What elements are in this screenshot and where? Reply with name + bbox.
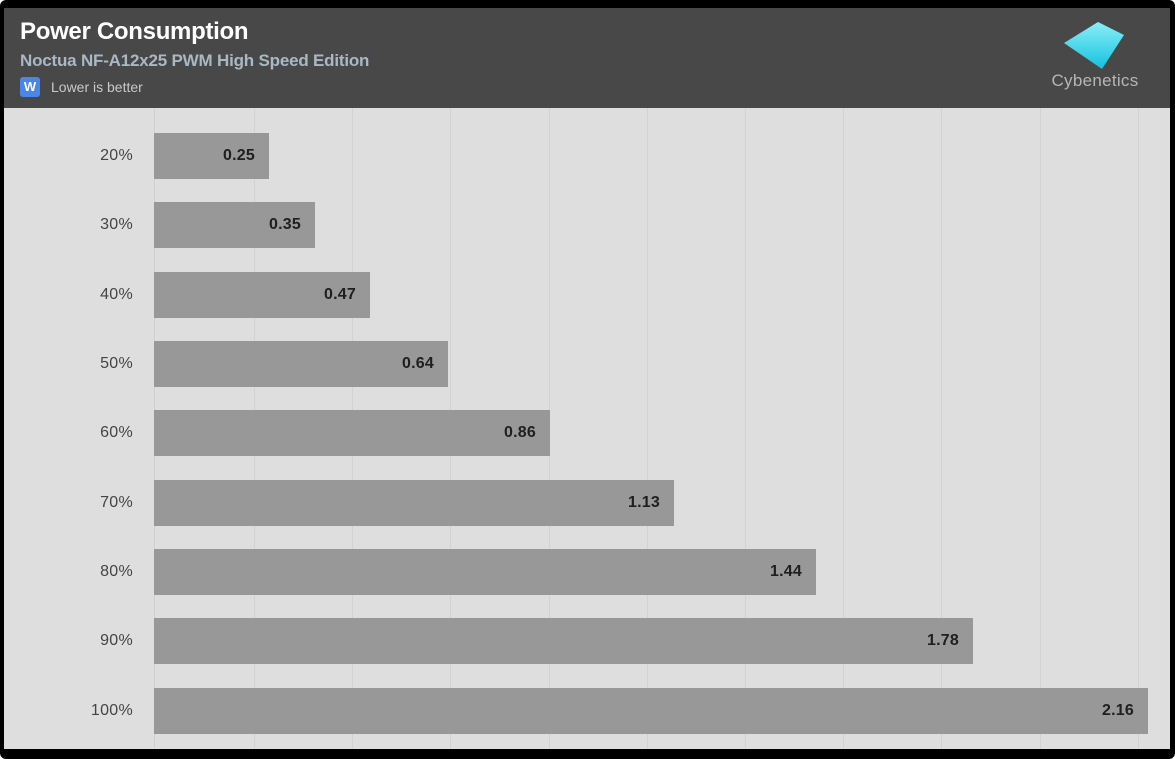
gridline bbox=[1039, 108, 1041, 749]
note-row: W Lower is better bbox=[20, 77, 1170, 97]
value-label: 0.25 bbox=[223, 147, 255, 164]
gridline bbox=[646, 108, 648, 749]
value-label: 2.16 bbox=[1102, 701, 1134, 719]
value-label: 0.35 bbox=[269, 216, 301, 234]
chart-inner: Power Consumption Noctua NF-A12x25 PWM H… bbox=[4, 8, 1170, 749]
value-label: 1.44 bbox=[770, 562, 802, 580]
chart-subtitle: Noctua NF-A12x25 PWM High Speed Edition bbox=[20, 51, 370, 70]
bar: 0.35 bbox=[154, 202, 315, 249]
category-label: 20% bbox=[100, 147, 133, 164]
chart-row: 30% 0.35 bbox=[4, 202, 1170, 249]
chart-row: 50% 0.64 bbox=[4, 340, 1170, 387]
bar: 1.78 bbox=[154, 618, 973, 665]
value-label: 0.64 bbox=[402, 354, 434, 372]
chart-title: Power Consumption bbox=[20, 18, 249, 45]
category-label: 70% bbox=[100, 493, 133, 511]
category-label: 50% bbox=[100, 354, 133, 372]
cybenetics-brand-text: Cybenetics bbox=[1051, 71, 1139, 90]
chart-row: 60% 0.86 bbox=[4, 410, 1170, 457]
chart-row: 20% 0.25 bbox=[4, 133, 1170, 179]
gridline bbox=[1137, 108, 1139, 749]
value-label: 1.13 bbox=[628, 493, 660, 511]
bar: 1.13 bbox=[154, 479, 674, 526]
value-label: 0.47 bbox=[324, 285, 356, 303]
chart-row: 80% 1.44 bbox=[4, 548, 1170, 595]
value-label: 0.86 bbox=[504, 424, 536, 442]
chart-row: 70% 1.13 bbox=[4, 479, 1170, 526]
cybenetics-logo-icon bbox=[1064, 22, 1124, 69]
bar: 1.44 bbox=[154, 548, 816, 595]
chart-header: Power Consumption Noctua NF-A12x25 PWM H… bbox=[4, 8, 1170, 108]
category-label: 80% bbox=[100, 562, 133, 580]
bar: 0.25 bbox=[154, 133, 269, 179]
gridline bbox=[843, 108, 845, 749]
bar: 0.47 bbox=[154, 271, 370, 318]
gridline bbox=[941, 108, 943, 749]
chart-row: 40% 0.47 bbox=[4, 271, 1170, 318]
category-label: 90% bbox=[100, 632, 133, 650]
category-label: 40% bbox=[100, 285, 133, 303]
category-label: 100% bbox=[90, 701, 133, 719]
category-label: 30% bbox=[100, 216, 133, 234]
gridline bbox=[745, 108, 746, 749]
cybenetics-logo: Cybenetics bbox=[1042, 22, 1148, 91]
bar: 0.64 bbox=[154, 340, 448, 387]
plot-area: 20% 0.25 30% 0.35 40% 0.47 50% 0.64 60% 0.86 70% 1.… bbox=[4, 108, 1170, 749]
category-label: 60% bbox=[100, 424, 133, 442]
lower-is-better-note: Lower is better bbox=[51, 79, 143, 95]
bar: 0.86 bbox=[154, 410, 550, 457]
bar: 2.16 bbox=[154, 687, 1148, 734]
value-label: 1.78 bbox=[927, 632, 959, 650]
chart-row: 90% 1.78 bbox=[4, 618, 1170, 665]
unit-badge: W bbox=[20, 77, 40, 97]
chart-row: 100% 2.16 bbox=[4, 687, 1170, 734]
